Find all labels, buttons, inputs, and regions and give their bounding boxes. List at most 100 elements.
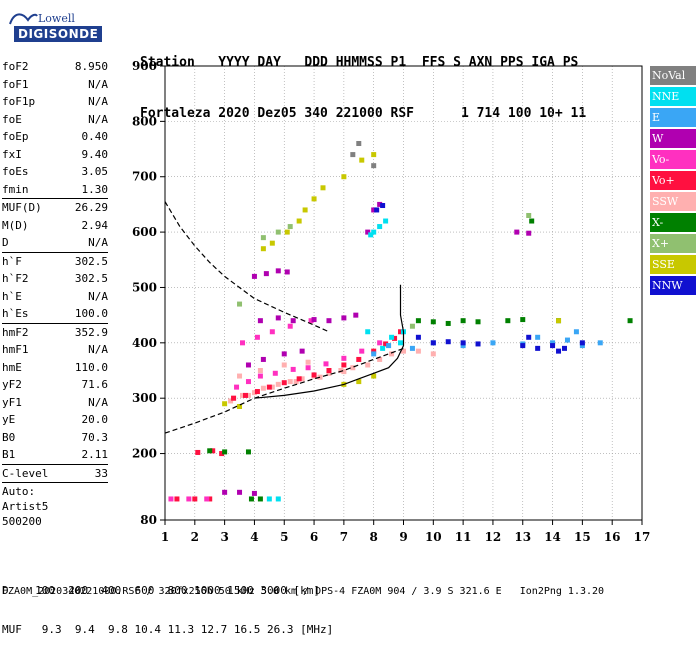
echo-point: [377, 340, 383, 346]
echo-point: [272, 370, 278, 376]
param-row: fxI 9.40: [2, 146, 108, 164]
muf-value: 26.3: [267, 623, 294, 636]
param-value: 26.29: [74, 201, 108, 214]
echo-point: [266, 384, 272, 390]
distance-value: 400: [101, 584, 122, 597]
params-divider: [2, 463, 108, 465]
echo-point: [371, 348, 377, 354]
x-tick-label: 9: [399, 530, 407, 544]
param-value: 352.9: [74, 325, 108, 339]
legend-item: NNW: [650, 276, 696, 295]
echo-point: [371, 163, 377, 169]
echo-point: [371, 229, 377, 235]
echo-point: [251, 490, 257, 496]
echo-point: [350, 365, 356, 371]
echo-point: [299, 376, 305, 382]
logo-brand: Lowell: [38, 12, 75, 25]
param-value: 20.0: [81, 413, 109, 426]
echo-point: [409, 323, 415, 329]
echo-point: [281, 380, 287, 386]
x-tick-label: 12: [485, 530, 502, 544]
echo-point: [284, 229, 290, 235]
auto-version: 500200: [2, 515, 42, 528]
param-value: 1.30: [81, 182, 109, 196]
echo-point: [281, 362, 287, 368]
echo-point: [556, 318, 562, 324]
echo-point: [290, 318, 296, 324]
dashed-trace-line: [164, 201, 330, 333]
echo-point: [287, 379, 293, 385]
x-tick-label: 1: [161, 530, 169, 544]
legend-item: NNE: [650, 87, 696, 106]
echo-point: [350, 152, 356, 158]
echo-point: [556, 348, 562, 354]
param-row: C-level 33: [2, 465, 108, 483]
muf-unit: [MHz]: [300, 623, 334, 636]
params-group: hmF2 352.9 hmF1 N/A hmE 110.0 yF2 71.6 yF1 N/…: [2, 324, 108, 464]
echo-point: [257, 496, 263, 502]
y-tick-label: 900: [132, 59, 157, 73]
echo-point: [257, 318, 263, 324]
param-label: foEs: [2, 165, 29, 178]
scaled-parameters-panel: foF2 8.950 foF1 N/A foF1p N/A foE N/A foEp 0.…: [2, 58, 108, 483]
param-row: hmE 110.0: [2, 359, 108, 377]
echo-point: [269, 240, 275, 246]
echo-point: [356, 356, 362, 362]
param-row: foEp 0.40: [2, 128, 108, 146]
header-value: 221000: [335, 106, 383, 121]
echo-point: [359, 157, 365, 163]
echo-point: [305, 365, 311, 371]
echo-point: [207, 448, 213, 454]
echo-point: [210, 448, 216, 454]
echo-point: [168, 496, 174, 502]
param-label: yF2: [2, 378, 22, 391]
echo-point: [204, 496, 210, 502]
x-tick-label: 16: [604, 530, 621, 544]
echo-point: [222, 401, 228, 407]
echo-point: [573, 329, 579, 335]
echo-point: [383, 341, 389, 347]
x-tick-label: 13: [514, 530, 531, 544]
echo-point: [260, 246, 266, 252]
echo-point: [365, 229, 371, 235]
param-label: foF1: [2, 77, 29, 91]
echo-point: [520, 317, 526, 323]
ionogram-chart: 1 2 3 4 5 6 7 8 9 10 11 12 13 14 15 16 17802003004005006…: [132, 59, 650, 544]
echo-point: [526, 334, 532, 340]
echo-point: [308, 318, 314, 324]
header-value: 10+: [539, 106, 563, 121]
param-value: 302.5: [74, 254, 108, 268]
echo-point: [281, 351, 287, 357]
y-tick-label: 300: [132, 391, 157, 405]
param-label: hmE: [2, 360, 22, 374]
param-label: foF1p: [2, 95, 36, 108]
param-value: 8.950: [74, 60, 108, 73]
muf-value: 9.3: [41, 623, 62, 636]
echo-point: [398, 329, 404, 335]
echo-point: [389, 351, 395, 357]
param-value: N/A: [88, 343, 108, 356]
echo-point: [237, 489, 243, 495]
echo-point: [296, 376, 302, 382]
echo-point: [245, 379, 251, 385]
echo-point: [398, 340, 404, 346]
x-tick-label: 10: [425, 530, 442, 544]
param-value: 3.05: [81, 165, 109, 178]
echo-point: [269, 329, 275, 335]
param-value: 302.5: [74, 272, 108, 285]
param-label: MUF(D): [2, 201, 42, 214]
echo-point: [275, 315, 281, 321]
echo-point: [222, 489, 228, 495]
echo-point: [338, 368, 344, 374]
echo-point: [311, 372, 317, 378]
echo-point: [353, 312, 359, 318]
echo-point: [237, 404, 243, 409]
param-value: N/A: [88, 112, 108, 126]
distance-value: 200: [68, 584, 89, 597]
param-label: yF1: [2, 395, 22, 409]
echo-point: [389, 334, 395, 340]
param-row: hmF1 N/A: [2, 341, 108, 359]
echo-point: [341, 362, 347, 368]
echo-point: [460, 340, 466, 346]
echo-point: [293, 379, 299, 385]
